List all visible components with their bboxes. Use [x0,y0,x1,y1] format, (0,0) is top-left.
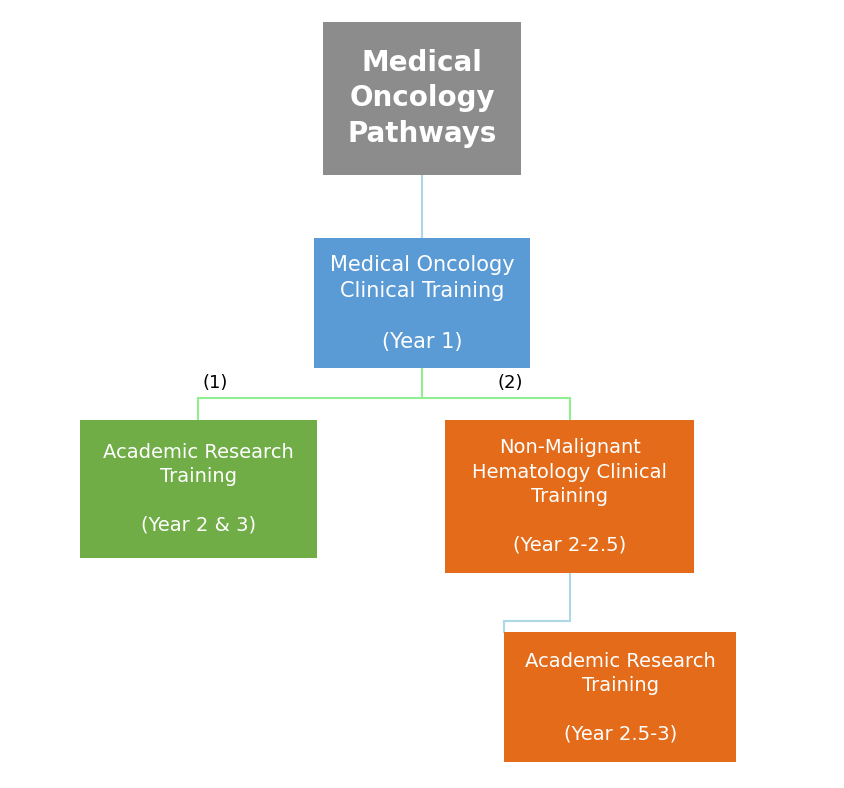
Text: Medical
Oncology
Pathways: Medical Oncology Pathways [348,49,496,148]
FancyBboxPatch shape [314,239,530,369]
Text: Medical Oncology
Clinical Training

(Year 1): Medical Oncology Clinical Training (Year… [330,255,514,351]
Text: (2): (2) [498,374,523,392]
Text: Academic Research
Training

(Year 2.5-3): Academic Research Training (Year 2.5-3) [525,652,716,743]
Text: (1): (1) [203,374,228,392]
Text: Academic Research
Training

(Year 2 & 3): Academic Research Training (Year 2 & 3) [103,443,294,534]
FancyBboxPatch shape [504,632,736,763]
FancyBboxPatch shape [80,419,316,558]
FancyBboxPatch shape [446,419,695,574]
Text: Non-Malignant
Hematology Clinical
Training

(Year 2-2.5): Non-Malignant Hematology Clinical Traini… [472,438,668,555]
FancyBboxPatch shape [322,22,522,176]
